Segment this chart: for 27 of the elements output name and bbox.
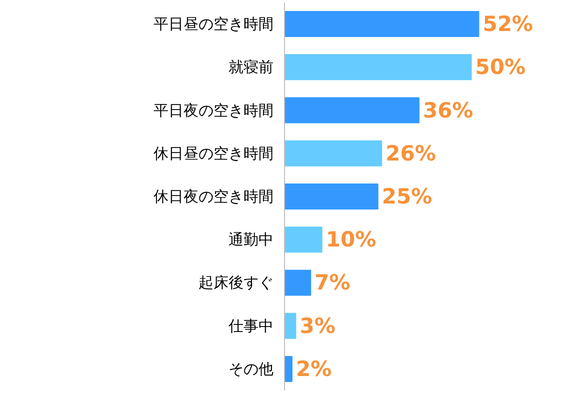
bar <box>284 11 480 38</box>
data-label: 50% <box>475 55 526 80</box>
y-tick-label: 起床後すぐ <box>198 274 274 292</box>
bar <box>284 97 420 124</box>
y-tick-label: 休日昼の空き時間 <box>154 144 274 162</box>
bar <box>284 54 472 80</box>
y-tick-label: 休日夜の空き時間 <box>154 188 274 206</box>
bar <box>284 140 382 166</box>
y-tick-label: 平日夜の空き時間 <box>154 101 274 120</box>
bar <box>284 356 292 382</box>
data-label: 10% <box>326 228 376 252</box>
data-label: 3% <box>300 314 336 338</box>
bar <box>284 184 378 210</box>
y-tick-label: その他 <box>228 360 274 378</box>
bar <box>284 270 312 296</box>
bar <box>284 312 296 339</box>
data-label: 7% <box>314 270 350 295</box>
data-label: 2% <box>296 356 332 381</box>
y-tick-label: 就寝前 <box>228 58 274 76</box>
y-tick-label: 仕事中 <box>228 316 274 335</box>
data-label: 52% <box>482 12 533 36</box>
y-tick-label: 通勤中 <box>228 230 274 249</box>
y-tick-label: 平日昼の空き時間 <box>154 15 274 34</box>
data-label: 36% <box>422 98 474 122</box>
data-label: 25% <box>382 184 432 208</box>
bar <box>284 226 322 253</box>
data-label: 26% <box>386 141 436 166</box>
